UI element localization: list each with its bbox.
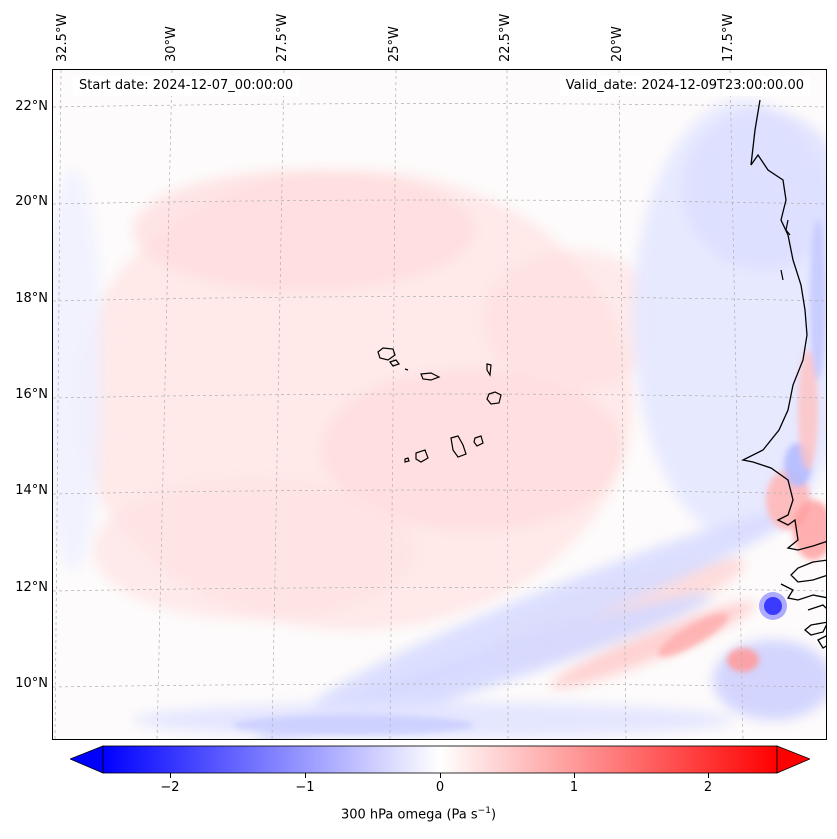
colorbar-tickmark-0 <box>440 773 441 778</box>
cape-verde-islands <box>377 347 502 463</box>
colorbar-tick-1: 1 <box>569 780 579 795</box>
strong-ascent-halo <box>759 592 787 620</box>
lat-label-10n: 10°N <box>15 676 48 691</box>
coast-islands-east <box>780 219 791 281</box>
colorbar <box>68 745 812 775</box>
lon-label-22-5w: 22.5°W <box>498 13 513 62</box>
lat-label-20n: 20°N <box>15 194 48 209</box>
start-date-label: Start date: 2024-12-07_00:00:00 <box>73 76 300 96</box>
lat-label-14n: 14°N <box>15 483 48 498</box>
colorbar-tickmark-m2 <box>170 773 171 778</box>
colorbar-tickmark-m1 <box>305 773 306 778</box>
colorbar-tick-0: 0 <box>435 780 445 795</box>
valid-date-label: Valid_date: 2024-12-09T23:00:00.00 <box>559 76 810 96</box>
lon-label-32-5w: 32.5°W <box>55 13 70 62</box>
africa-coastline <box>741 99 826 551</box>
senegal-gambia-coast <box>780 559 826 649</box>
lat-label-18n: 18°N <box>15 291 48 306</box>
lon-label-25w: 25°W <box>387 26 402 62</box>
lat-label-22n: 22°N <box>15 99 48 114</box>
lon-label-27-5w: 27.5°W <box>275 13 290 62</box>
graticule <box>53 70 826 739</box>
colorbar-tickmark-1 <box>574 773 575 778</box>
lon-label-20w: 20°W <box>610 26 625 62</box>
colorbar-tick-m1: −1 <box>295 780 315 795</box>
lon-label-30w: 30°W <box>164 26 179 62</box>
colorbar-graphic <box>68 745 812 774</box>
omega-field-map <box>53 70 826 739</box>
negative-omega-area <box>53 100 826 739</box>
colorbar-tickmark-2 <box>708 773 709 778</box>
lat-label-16n: 16°N <box>15 387 48 402</box>
colorbar-extend-min <box>68 745 104 774</box>
lon-label-17-5w: 17.5°W <box>721 13 736 62</box>
colorbar-extend-max <box>776 745 812 774</box>
positive-omega-area <box>73 170 756 689</box>
coastal-omega-features <box>233 220 826 735</box>
map-panel[interactable] <box>52 69 827 740</box>
colorbar-label: 300 hPa omega (Pa s−1) <box>340 806 497 823</box>
colorbar-gradient <box>102 745 778 774</box>
colorbar-tick-m2: −2 <box>160 780 180 795</box>
lat-label-12n: 12°N <box>15 580 48 595</box>
colorbar-tick-2: 2 <box>703 780 713 795</box>
